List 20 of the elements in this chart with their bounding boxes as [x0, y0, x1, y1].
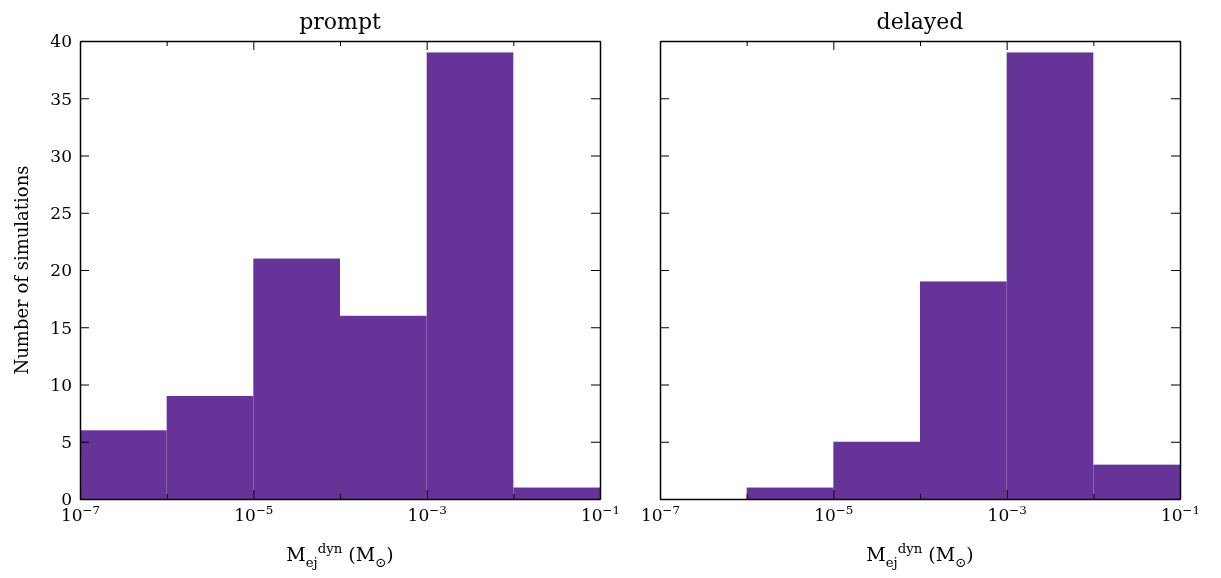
y-tick-label: 20: [50, 260, 72, 281]
x-tick-label: 10$^{−5}$: [814, 503, 854, 525]
x-tick-label: 10$^{−3}$: [987, 503, 1027, 525]
y-tick-label: 40: [50, 31, 72, 52]
x-tick-label: 10$^{−7}$: [640, 503, 681, 525]
y-tick-label: 30: [50, 145, 72, 166]
chart-title: prompt: [299, 9, 381, 34]
x-axis-title: M$_{ej}$$^{dyn}$ (M$_{⊙}$): [286, 541, 394, 570]
x-tick-label: 10$^{−1}$: [580, 503, 621, 525]
x-tick-label: 10$^{−1}$: [1160, 503, 1201, 525]
x-axis-title: M$_{ej}$$^{dyn}$ (M$_{⊙}$): [866, 541, 974, 570]
y-tick-label: 5: [61, 432, 72, 453]
y-axis-title: Number of simulations: [11, 165, 32, 375]
y-tick-label: 15: [50, 317, 72, 338]
y-tick-label: 10: [50, 374, 72, 395]
x-tick-label: 10$^{−5}$: [234, 503, 274, 525]
y-tick-label: 25: [50, 203, 72, 224]
x-tick-label: 10$^{−3}$: [407, 503, 447, 525]
y-tick-label: 35: [50, 88, 72, 109]
chart-title: delayed: [876, 9, 964, 34]
